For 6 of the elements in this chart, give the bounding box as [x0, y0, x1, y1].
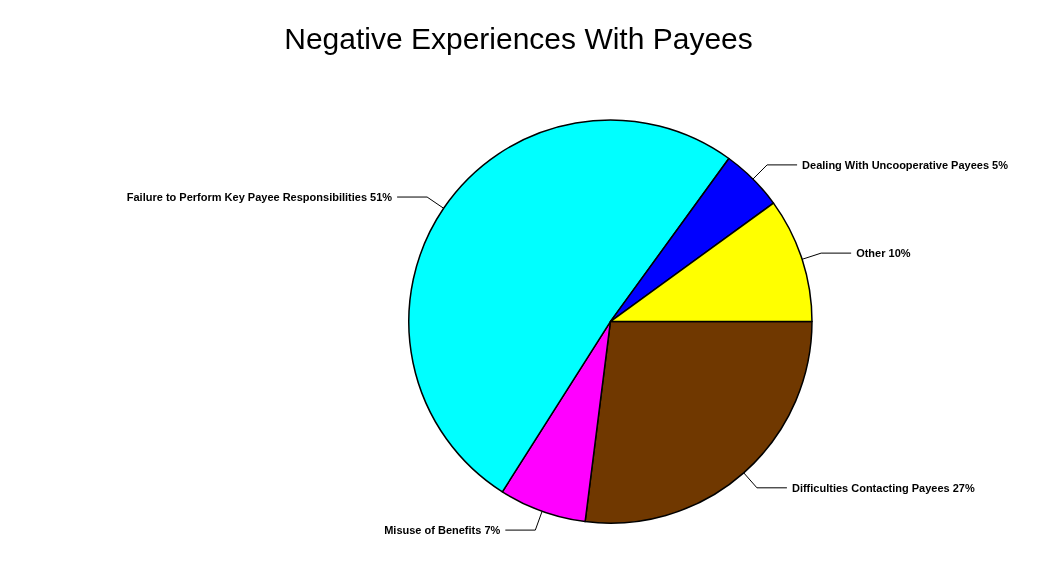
slice-label: Failure to Perform Key Payee Responsibilities 51% — [126, 191, 393, 204]
chart-title: Negative Experiences With Payees — [284, 21, 753, 55]
slice-label: Other 10% — [856, 247, 911, 260]
slice-label: Misuse of Benefits 7% — [384, 524, 501, 537]
slice-label: Dealing With Uncooperative Payees 5% — [802, 158, 1009, 171]
slice-label: Difficulties Contacting Payees 27% — [791, 481, 975, 494]
